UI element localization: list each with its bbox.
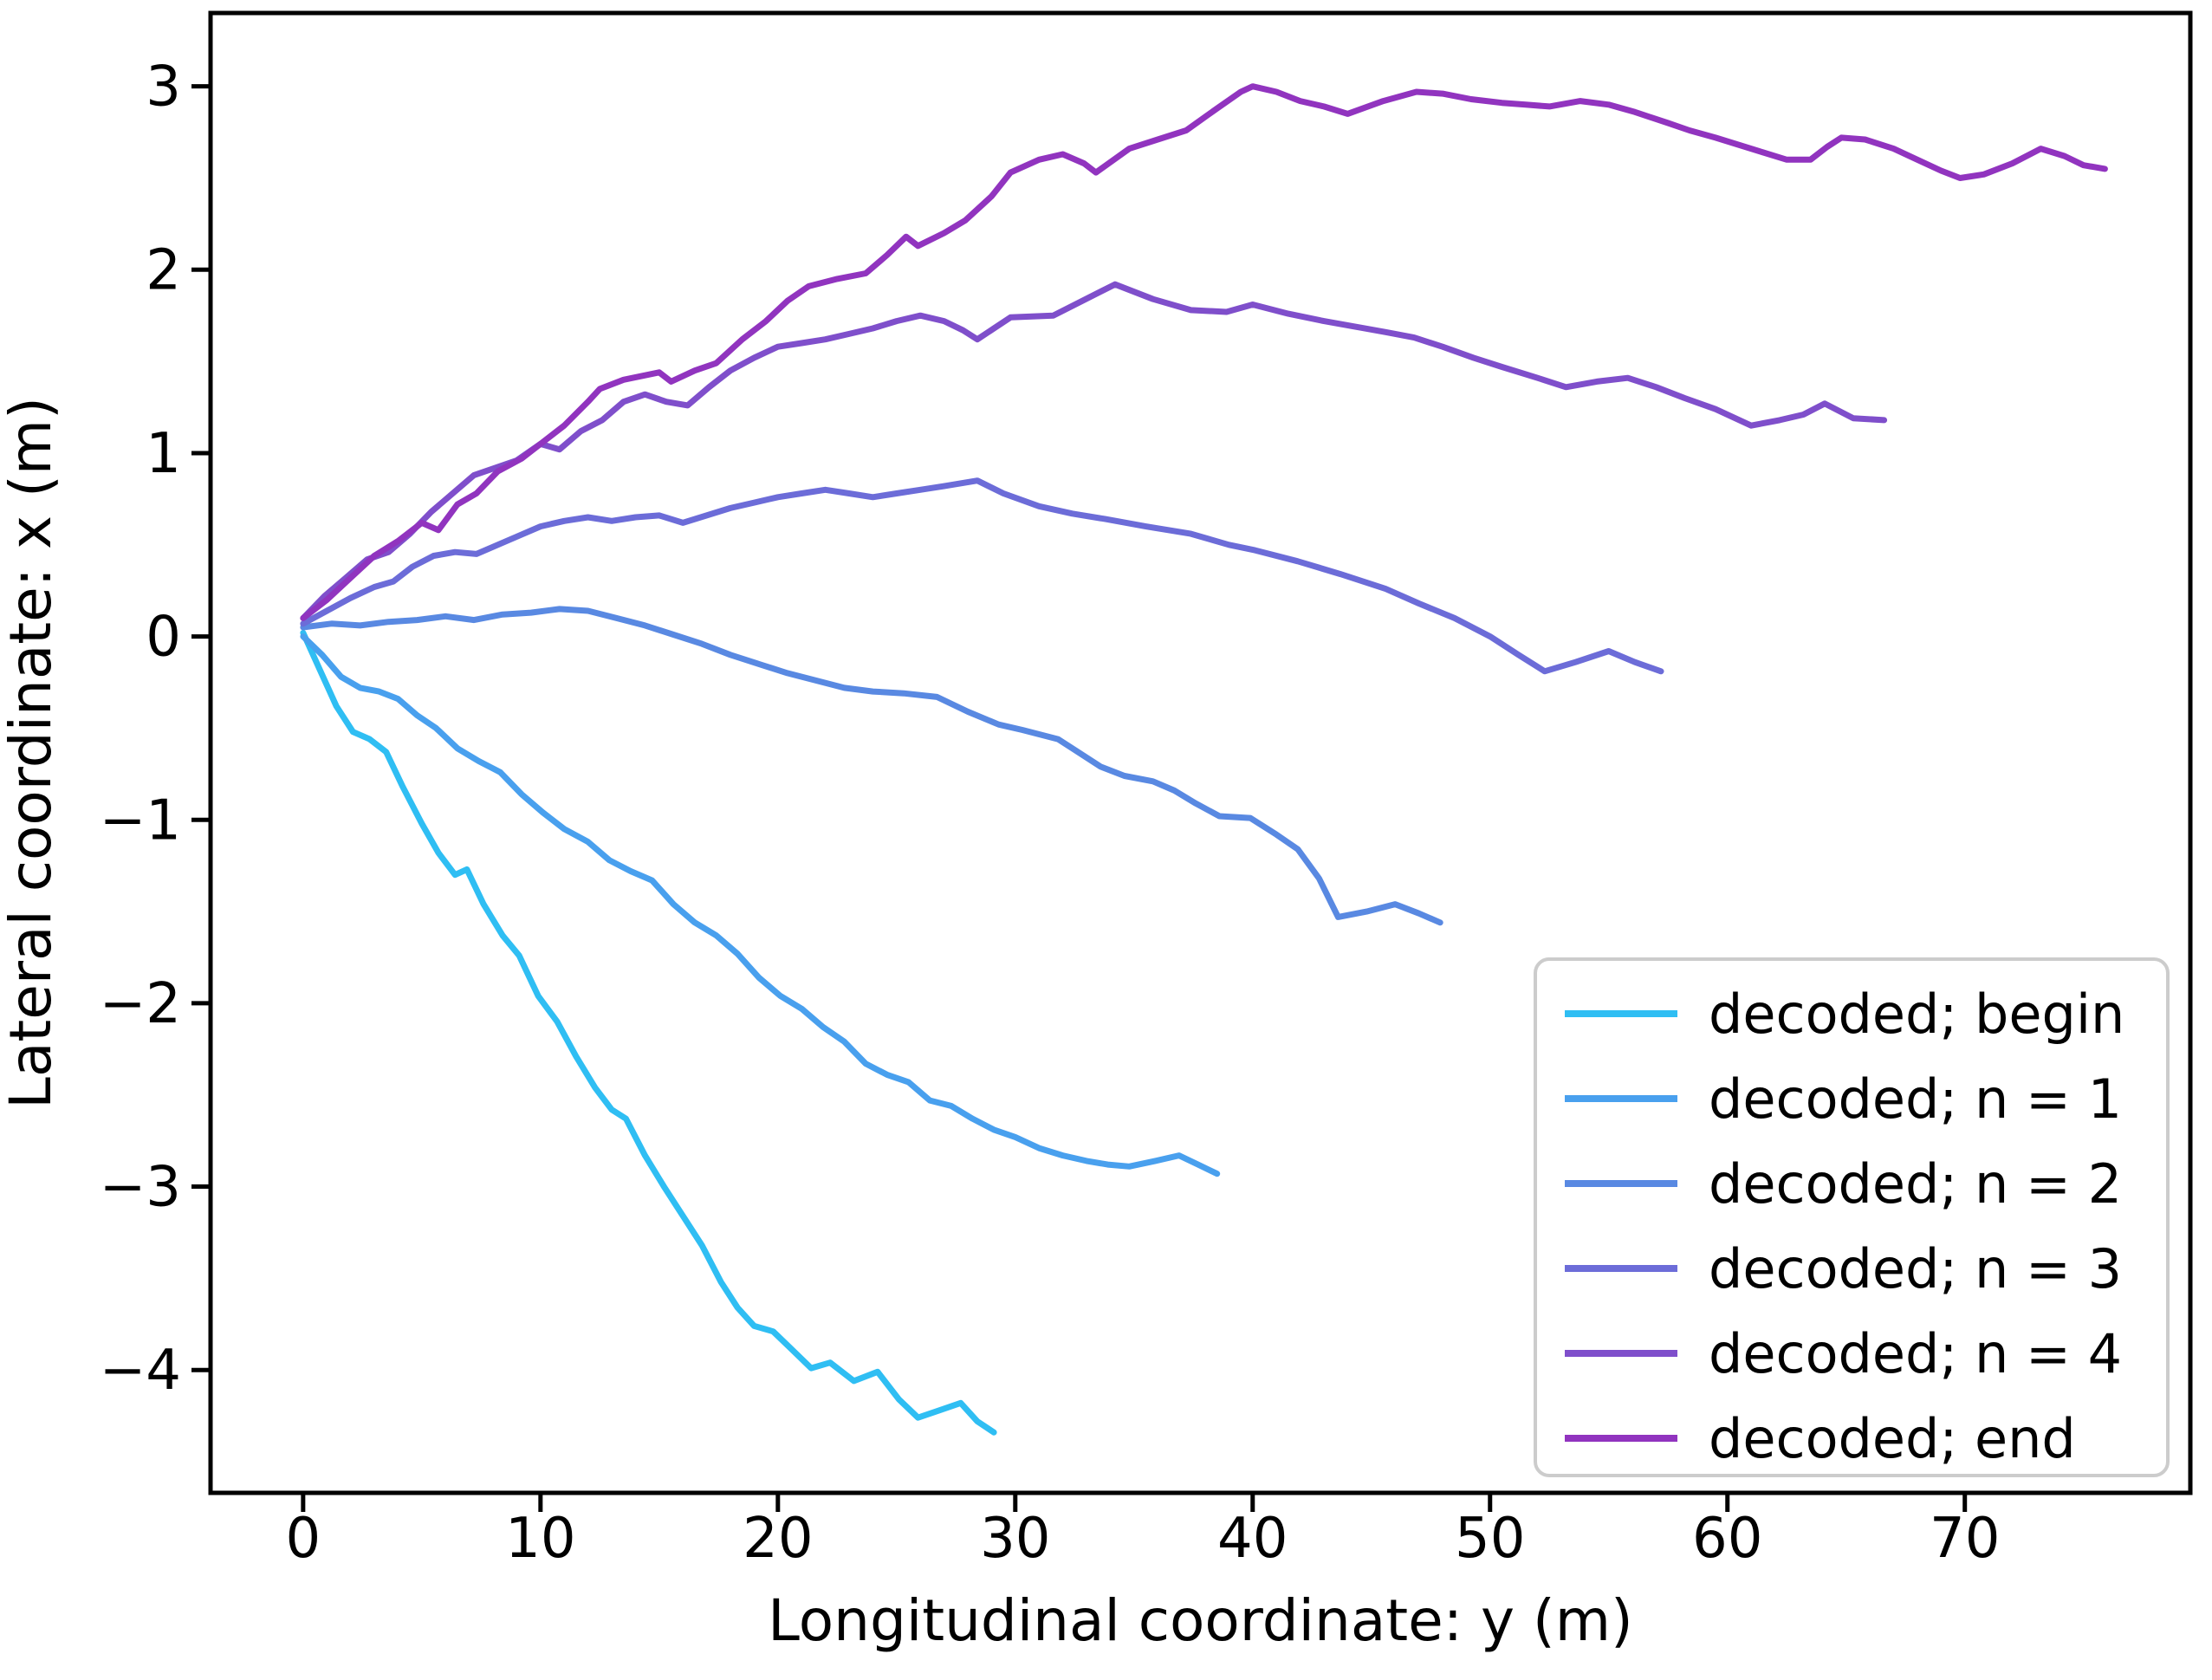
x-tick-label: 40 — [1217, 1507, 1288, 1571]
y-tick-label: −1 — [100, 788, 181, 853]
x-tick-label: 0 — [285, 1507, 321, 1571]
legend-label-decoded-n1: decoded; n = 1 — [1709, 1067, 2122, 1131]
x-axis-label: Longitudinal coordinate: y (m) — [768, 1587, 1633, 1654]
y-tick-label: −3 — [100, 1156, 181, 1220]
x-tick-label: 30 — [980, 1507, 1050, 1571]
legend-box — [1534, 957, 2170, 1477]
y-axis-label: Lateral coordinate: x (m) — [0, 397, 64, 1109]
x-tick-label: 10 — [505, 1507, 575, 1571]
series-line-decoded-n3 — [300, 477, 1664, 675]
y-tick-label: −4 — [100, 1339, 181, 1403]
y-tick-label: 0 — [146, 606, 181, 670]
legend-label-decoded-n2: decoded; n = 2 — [1709, 1152, 2122, 1216]
y-tick-label: 3 — [146, 55, 181, 120]
series-line-decoded-begin — [300, 629, 997, 1436]
y-tick-label: 1 — [146, 422, 181, 486]
series-line-decoded-n1 — [300, 633, 1221, 1177]
x-tick-label: 50 — [1455, 1507, 1525, 1571]
legend-label-decoded-begin: decoded; begin — [1709, 983, 2124, 1046]
y-tick-label: 2 — [146, 238, 181, 302]
x-tick-label: 20 — [743, 1507, 813, 1571]
x-tick-label: 70 — [1930, 1507, 2000, 1571]
axes-spines — [208, 10, 2193, 1495]
series-line-decoded-n2 — [300, 606, 1443, 926]
series-line-decoded-end — [300, 83, 2108, 621]
y-tick-label: −2 — [100, 972, 181, 1036]
legend-label-decoded-n3: decoded; n = 3 — [1709, 1237, 2122, 1301]
legend-label-decoded-n4: decoded; n = 4 — [1709, 1322, 2122, 1385]
legend-label-decoded-end: decoded; end — [1709, 1407, 2076, 1470]
x-tick-label: 60 — [1692, 1507, 1762, 1571]
